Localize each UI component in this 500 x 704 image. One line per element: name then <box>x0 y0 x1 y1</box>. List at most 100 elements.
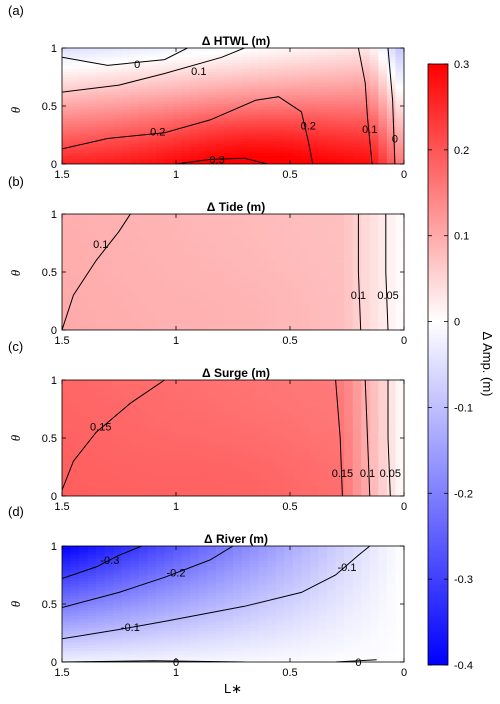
heatmap-cell <box>79 79 89 84</box>
heatmap-cell <box>344 312 354 317</box>
heatmap-cell <box>70 301 80 305</box>
heatmap-cell <box>79 295 89 299</box>
heatmap-cell <box>284 309 294 314</box>
heatmap-cell <box>241 455 251 459</box>
heatmap-cell <box>181 417 191 422</box>
heatmap-cell <box>318 318 328 322</box>
heatmap-cell <box>70 158 80 162</box>
heatmap-cell <box>284 423 294 427</box>
heatmap-cell <box>292 140 302 145</box>
heatmap-cell <box>87 71 97 75</box>
heatmap-cell <box>284 481 294 485</box>
heatmap-cell <box>369 111 379 116</box>
heatmap-cell <box>309 140 320 145</box>
heatmap-cell <box>164 426 174 430</box>
heatmap-cell <box>275 435 285 439</box>
heatmap-cell <box>386 222 397 227</box>
heatmap-cell <box>173 409 183 413</box>
heatmap-cell <box>164 137 174 142</box>
heatmap-cell <box>344 432 354 436</box>
heatmap-cell <box>138 120 149 124</box>
heatmap-cell <box>258 429 268 433</box>
heatmap-cell <box>62 94 72 98</box>
heatmap-cell <box>121 467 131 471</box>
heatmap-cell <box>70 272 80 276</box>
heatmap-cell <box>241 321 251 325</box>
heatmap-cell <box>258 484 268 488</box>
heatmap-cell <box>87 214 97 218</box>
heatmap-cell <box>87 120 97 124</box>
heatmap-cell <box>267 135 277 139</box>
heatmap-cell <box>121 114 131 119</box>
heatmap-cell <box>344 240 354 244</box>
heatmap-cell <box>250 225 260 230</box>
heatmap-cell <box>292 62 302 66</box>
heatmap-cell <box>233 135 243 139</box>
heatmap-cell <box>104 446 114 451</box>
heatmap-cell <box>352 490 362 494</box>
heatmap-cell <box>215 161 226 164</box>
heatmap-cell <box>378 467 388 471</box>
heatmap-cell <box>79 327 89 330</box>
heatmap-cell <box>96 280 106 285</box>
heatmap-cell <box>198 420 208 425</box>
heatmap-cell <box>130 452 140 456</box>
heatmap-cell <box>267 248 277 253</box>
heatmap-cell <box>104 103 114 107</box>
heatmap-cell <box>121 50 131 55</box>
heatmap-cell <box>378 438 388 442</box>
heatmap-cell <box>301 82 311 87</box>
heatmap-cell <box>181 228 191 232</box>
heatmap-cell <box>233 452 243 456</box>
heatmap-cell <box>181 251 191 256</box>
heatmap-cell <box>130 234 140 238</box>
heatmap-cell <box>113 409 123 413</box>
heatmap-cell <box>79 286 89 290</box>
heatmap-cell <box>181 135 191 139</box>
heatmap-cell <box>267 132 277 136</box>
heatmap-cell <box>301 327 311 330</box>
heatmap-cell <box>369 472 379 477</box>
heatmap-cell <box>198 487 208 491</box>
heatmap-cell <box>70 219 80 224</box>
heatmap-cell <box>386 231 397 235</box>
heatmap-cell <box>327 269 337 273</box>
heatmap-cell <box>318 321 328 325</box>
panel-label: (a) <box>8 3 24 18</box>
heatmap-cell <box>130 440 140 445</box>
contour-label: 0.1 <box>93 239 108 251</box>
heatmap-cell <box>301 135 311 139</box>
heatmap-cell <box>164 228 174 232</box>
heatmap-cell <box>275 106 285 110</box>
heatmap-cell <box>344 286 354 290</box>
heatmap-cell <box>198 228 208 232</box>
heatmap-cell <box>198 289 208 293</box>
heatmap-cell <box>318 280 328 285</box>
heatmap-cell <box>395 56 404 61</box>
heatmap-cell <box>327 68 337 72</box>
heatmap-cell <box>147 155 157 159</box>
heatmap-cell <box>87 254 97 259</box>
heatmap-cell <box>241 301 251 305</box>
heatmap-cell <box>233 146 243 151</box>
heatmap-cell <box>301 312 311 317</box>
heatmap-cell <box>275 88 285 93</box>
heatmap-cell <box>87 464 97 468</box>
heatmap-cell <box>70 461 80 465</box>
heatmap-cell <box>258 295 268 299</box>
heatmap-cell <box>292 48 302 52</box>
heatmap-cell <box>309 475 320 480</box>
heatmap-cell <box>233 231 243 235</box>
heatmap-cell <box>87 417 97 422</box>
heatmap-cell <box>267 394 277 398</box>
heatmap-cell <box>121 321 131 325</box>
heatmap-cell <box>104 53 114 58</box>
heatmap-cell <box>181 315 191 319</box>
heatmap-cell <box>386 286 397 290</box>
heatmap-cell <box>198 269 208 273</box>
heatmap-cell <box>386 295 397 299</box>
heatmap-cell <box>70 409 80 413</box>
heatmap-cell <box>386 225 397 230</box>
heatmap-cell <box>378 228 388 232</box>
heatmap-cell <box>361 152 371 156</box>
